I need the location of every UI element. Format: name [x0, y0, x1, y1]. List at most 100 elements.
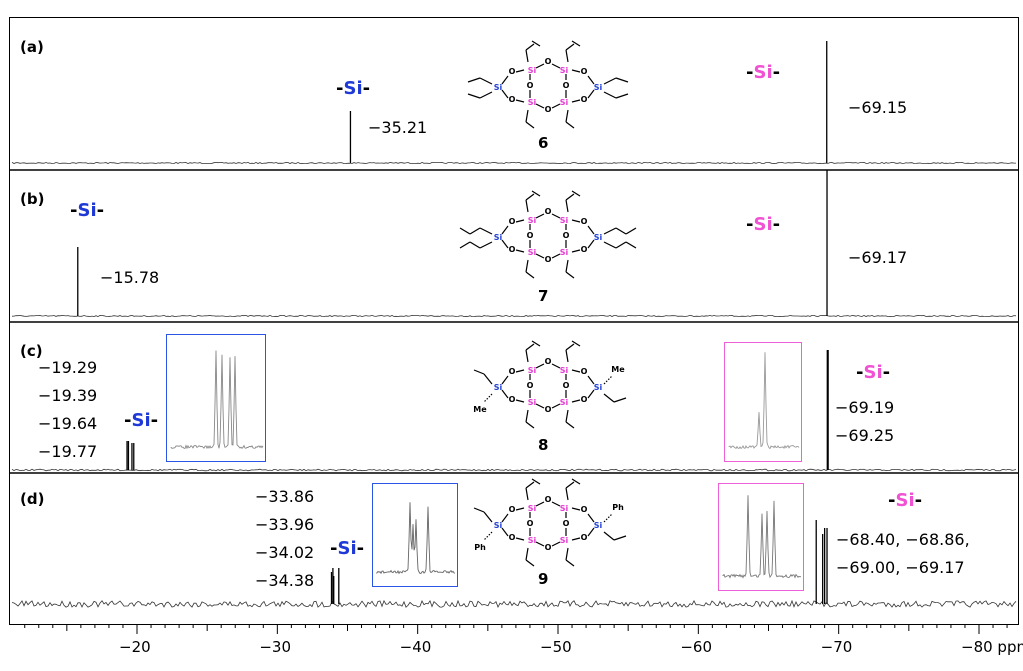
svg-text:O: O [581, 505, 588, 514]
si-tag-pink-a: -Si- [746, 62, 781, 83]
svg-text:Si: Si [528, 504, 537, 513]
x-tick-label: −40 [399, 638, 432, 656]
svg-text:Si: Si [528, 366, 537, 375]
svg-text:O: O [581, 533, 588, 542]
x-tick-label: −20 [119, 638, 151, 656]
x-tick-label: −50 [540, 638, 572, 656]
x-tick-label: −30 [259, 638, 291, 656]
svg-text:O: O [581, 395, 588, 404]
panel-label-b: (b) [20, 190, 45, 208]
shift-label-d-6: −69.00, −69.17 [836, 558, 965, 577]
si-tag-blue-c: -Si- [124, 410, 159, 431]
svg-text:Me: Me [611, 365, 625, 374]
svg-text:Si: Si [594, 521, 603, 530]
inset-blue-d [372, 483, 458, 587]
compound-number-7: 7 [538, 287, 549, 305]
plot-frame [9, 17, 1019, 625]
compound-number-8: 8 [538, 436, 549, 454]
svg-text:Si: Si [528, 98, 537, 107]
svg-text:Si: Si [560, 366, 569, 375]
shift-label-b-1: −15.78 [100, 268, 160, 287]
svg-text:Ph: Ph [474, 543, 486, 552]
inset-blue-c [166, 334, 266, 462]
shift-label-d-5: −68.40, −68.86, [836, 530, 970, 549]
baseline-trace-4 [11, 599, 1017, 608]
shift-label-c-3: −19.64 [38, 414, 98, 433]
baseline-trace-2 [11, 314, 1017, 318]
svg-text:Si: Si [560, 216, 569, 225]
svg-text:Si: Si [560, 504, 569, 513]
svg-text:O: O [545, 495, 552, 504]
svg-text:Si: Si [560, 248, 569, 257]
compound-number-6: 6 [538, 134, 549, 152]
svg-text:O: O [563, 231, 570, 240]
svg-text:O: O [581, 67, 588, 76]
svg-text:O: O [509, 217, 516, 226]
panel-label-d: (d) [20, 490, 45, 508]
svg-text:O: O [509, 95, 516, 104]
svg-text:Si: Si [560, 398, 569, 407]
si-tag-blue-a: -Si- [336, 78, 371, 99]
svg-text:O: O [509, 505, 516, 514]
svg-text:Si: Si [494, 383, 503, 392]
structure-7: O O O O Si Si Si Si O O O O Si Si [459, 190, 637, 279]
baseline-trace-3 [11, 468, 1017, 472]
x-tick-label: −70 [820, 638, 853, 656]
inset-pink-d [718, 483, 804, 591]
svg-text:Si: Si [494, 233, 503, 242]
svg-text:O: O [545, 543, 552, 552]
x-tick-label: −60 [680, 638, 712, 656]
svg-text:O: O [581, 95, 588, 104]
svg-text:O: O [527, 81, 534, 90]
svg-text:O: O [545, 57, 552, 66]
inset-trace [170, 350, 264, 450]
panel-label-a: (a) [20, 38, 44, 56]
si-tag-pink-c: -Si- [856, 362, 891, 383]
svg-text:O: O [545, 357, 552, 366]
svg-text:O: O [581, 367, 588, 376]
svg-text:Si: Si [528, 398, 537, 407]
panel-label-c: (c) [20, 342, 43, 360]
svg-text:O: O [545, 255, 552, 264]
svg-text:Si: Si [560, 66, 569, 75]
shift-label-c-1: −19.29 [38, 358, 98, 377]
baseline-trace-1 [11, 161, 1016, 165]
svg-text:Si: Si [494, 521, 503, 530]
svg-text:O: O [509, 533, 516, 542]
inset-pink-c [724, 342, 802, 462]
svg-text:O: O [527, 231, 534, 240]
structure-9: O O O O Si Si Si Si O O O O Si Si Ph Ph [473, 478, 627, 567]
structure-8: O O O O Si Si Si Si O O O O Si Si Me Me [473, 340, 627, 429]
shift-label-a-2: −69.15 [848, 98, 908, 117]
svg-text:Me: Me [473, 405, 487, 414]
structure-6: O O O O Si Si Si Si O O O O Si Si [467, 40, 629, 129]
si-tag-blue-b: -Si- [70, 200, 105, 221]
inset-trace [722, 495, 802, 579]
svg-text:O: O [509, 367, 516, 376]
si-tag-pink-b: -Si- [746, 214, 781, 235]
svg-text:O: O [563, 519, 570, 528]
shift-label-c-6: −69.25 [835, 426, 895, 445]
svg-text:O: O [545, 405, 552, 414]
svg-text:Si: Si [594, 233, 603, 242]
shift-label-b-2: −69.17 [848, 248, 908, 267]
shift-label-c-4: −19.77 [38, 442, 98, 461]
svg-text:Si: Si [594, 383, 603, 392]
shift-label-d-3: −34.02 [255, 543, 315, 562]
svg-text:O: O [581, 217, 588, 226]
inset-trace [376, 502, 456, 575]
shift-label-d-1: −33.86 [255, 487, 315, 506]
si-tag-blue-d: -Si- [330, 538, 365, 559]
svg-text:Si: Si [528, 216, 537, 225]
svg-text:O: O [563, 381, 570, 390]
svg-text:Si: Si [494, 83, 503, 92]
svg-text:O: O [581, 245, 588, 254]
svg-text:Si: Si [528, 536, 537, 545]
svg-text:O: O [545, 207, 552, 216]
x-tick-label: −80 ppm [961, 638, 1023, 656]
shift-label-c-2: −19.39 [38, 386, 98, 405]
shift-label-d-4: −34.38 [255, 571, 315, 590]
svg-text:Si: Si [560, 536, 569, 545]
